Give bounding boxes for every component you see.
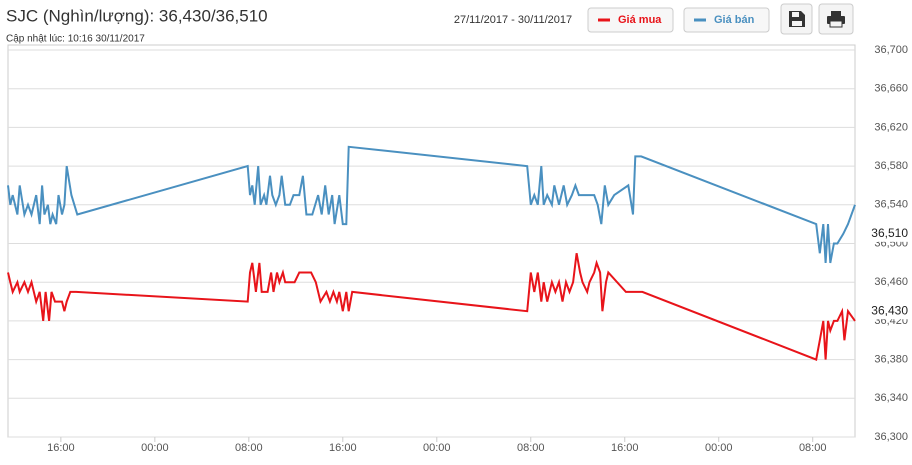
series-line: [7, 145, 856, 264]
y-tick-label: 36,460: [874, 276, 908, 288]
chart-title: SJC (Nghìn/lượng): 36,430/36,510: [6, 6, 268, 25]
x-tick-label: 00:00: [141, 442, 169, 454]
x-tick-label: 00:00: [423, 442, 451, 454]
x-tick-label: 00:00: [705, 442, 733, 454]
y-tick-label: 36,540: [874, 199, 908, 211]
y-tick-label: 36,380: [874, 354, 908, 366]
x-tick-label: 16:00: [611, 442, 639, 454]
x-tick-label: 08:00: [235, 442, 263, 454]
current-value-bg: [864, 303, 910, 320]
y-tick-label: 36,340: [874, 392, 908, 404]
print-button[interactable]: [818, 3, 854, 35]
y-tick-label: 36,660: [874, 83, 908, 95]
plot-frame: [7, 44, 856, 438]
save-button[interactable]: [780, 3, 813, 35]
y-tick-label: 36,700: [874, 44, 908, 56]
y-tick-label: 36,620: [874, 121, 908, 133]
x-tick-label: 16:00: [329, 442, 357, 454]
x-tick-label: 08:00: [799, 442, 827, 454]
chart-subtitle: Cập nhật lúc: 10:16 30/11/2017: [6, 34, 145, 45]
save-icon-detail: [792, 21, 802, 26]
y-tick-label: 36,580: [874, 160, 908, 172]
legend-button[interactable]: [587, 7, 674, 33]
current-value-label: 36,430: [871, 303, 908, 317]
series-line: [7, 253, 856, 361]
y-tick-label: 36,300: [874, 431, 908, 443]
x-tick-label: 16:00: [47, 442, 75, 454]
legend-label[interactable]: Giá bán: [714, 14, 755, 26]
save-icon-detail: [792, 12, 799, 17]
print-icon: [831, 11, 841, 16]
legend-label[interactable]: Giá mua: [618, 14, 662, 26]
legend-button[interactable]: [683, 7, 770, 33]
x-tick-label: 08:00: [517, 442, 545, 454]
current-value-label: 36,510: [871, 226, 908, 240]
date-range: 27/11/2017 - 30/11/2017: [454, 14, 572, 26]
print-icon: [829, 20, 843, 28]
current-value-bg: [864, 225, 910, 242]
